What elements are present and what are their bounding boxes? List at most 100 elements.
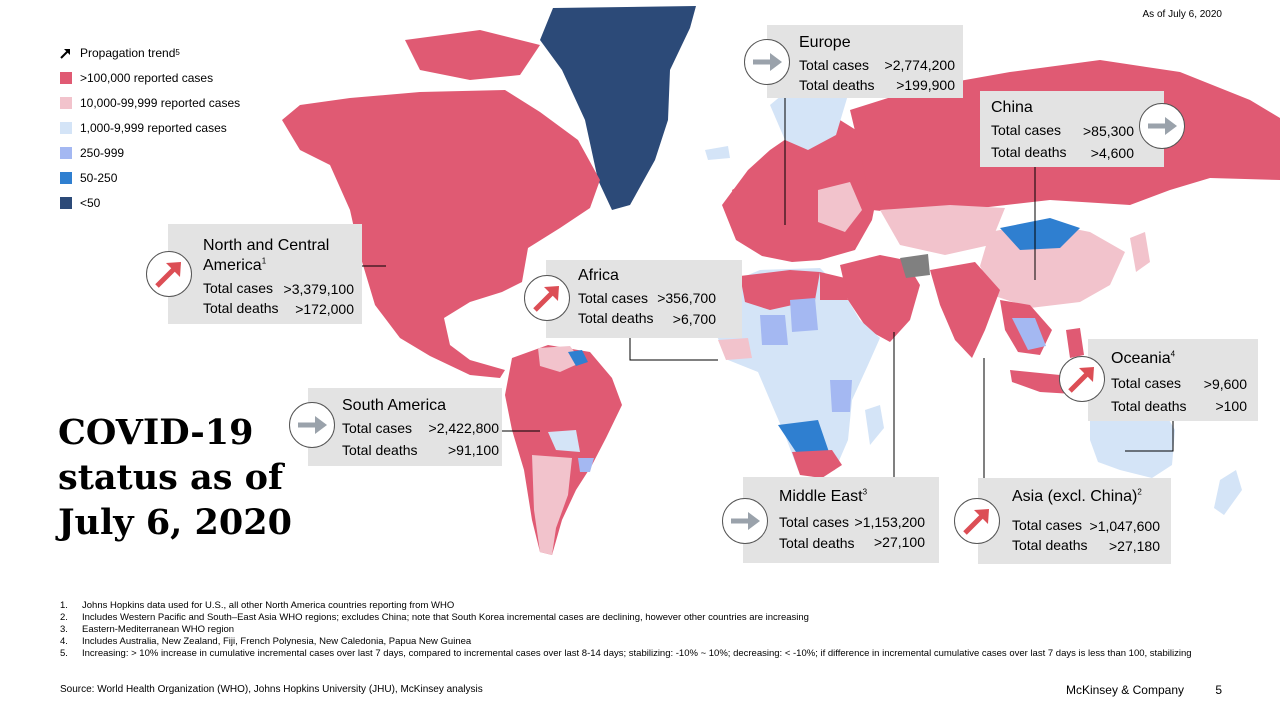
legend-item: 50-250 — [60, 165, 240, 190]
total-cases-value: >1,153,200 — [854, 514, 925, 530]
trend-indicator — [744, 39, 790, 85]
total-cases-label: Total cases — [342, 420, 413, 436]
region-name: China — [991, 99, 1033, 116]
region-box-north-america: North and Central America1 Total cases >… — [168, 224, 362, 324]
southern-africa-blue — [778, 420, 830, 458]
legend-swatch — [60, 171, 72, 184]
region-box-china: China Total cases >85,300 Total deaths >… — [980, 91, 1164, 167]
trend-arrow-icon — [753, 53, 782, 71]
region-name: Asia (excl. China)2 — [1012, 487, 1142, 507]
region-name-line: North and Central — [203, 237, 330, 254]
legend-item: 250-999 — [60, 140, 240, 165]
central-africa-2 — [760, 315, 788, 345]
footnote-number: 4. — [60, 636, 68, 647]
arctic-islands — [405, 30, 540, 80]
footnote: 3. Eastern-Mediterranean WHO region — [60, 624, 1220, 636]
legend-label: 10,000-99,999 reported cases — [80, 95, 241, 110]
page-title: COVID-19 status as of July 6, 2020 — [58, 410, 338, 545]
footnote: 1. Johns Hopkins data used for U.S., all … — [60, 600, 1220, 612]
trend-indicator — [524, 275, 570, 321]
trend-indicator — [289, 402, 335, 448]
total-cases-label: Total cases — [779, 514, 850, 530]
brand-name: McKinsey & Company — [1065, 683, 1184, 697]
africa — [712, 268, 880, 478]
title-line: July 6, 2020 — [58, 502, 292, 543]
as-of-date: As of July 6, 2020 — [1142, 9, 1223, 20]
total-cases-value: >2,422,800 — [428, 420, 499, 436]
total-deaths-value: >100 — [1215, 398, 1247, 414]
footnote-text: Includes Australia, New Zealand, Fiji, F… — [82, 636, 472, 647]
footnotes: 1. Johns Hopkins data used for U.S., all … — [60, 600, 1220, 660]
footnote: 5. Increasing: > 10% increase in cumulati… — [60, 648, 1220, 660]
eastern-europe — [818, 182, 862, 232]
total-deaths-label: Total deaths — [799, 77, 875, 93]
total-cases-label: Total cases — [578, 290, 649, 306]
central-africa-1 — [790, 298, 818, 332]
japan-korea — [1130, 232, 1150, 272]
legend-item: >100,000 reported cases — [60, 65, 240, 90]
region-name: Europe — [799, 34, 851, 51]
total-deaths-label: Total deaths — [779, 535, 855, 551]
footnote-number: 3. — [60, 624, 68, 635]
argentina — [532, 455, 572, 555]
region-box-south-america: South America Total cases >2,422,800 Tot… — [308, 388, 502, 466]
legend-trend-label: Propagation trend — [80, 45, 176, 60]
south-africa — [792, 450, 842, 478]
total-deaths-label: Total deaths — [1111, 398, 1187, 414]
philippines — [1066, 328, 1084, 358]
footnote-number: 1. — [60, 600, 68, 611]
footnote-ref: 4 — [1170, 349, 1176, 359]
region-name-text: Middle East — [779, 488, 863, 505]
total-deaths-label: Total deaths — [342, 442, 418, 458]
total-deaths-label: Total deaths — [578, 310, 654, 326]
legend-swatch — [60, 121, 72, 134]
legend-item: 10,000-99,999 reported cases — [60, 90, 240, 115]
footnote-number: 2. — [60, 612, 68, 623]
region-name-text: Oceania — [1111, 350, 1171, 367]
legend-label: 50-250 — [80, 170, 118, 185]
trend-indicator — [954, 498, 1000, 544]
page-number: 5 — [1215, 683, 1222, 697]
legend-item: 1,000-9,999 reported cases — [60, 115, 240, 140]
total-cases-value: >2,774,200 — [884, 57, 955, 73]
total-cases-value: >356,700 — [657, 290, 716, 306]
total-deaths-label: Total deaths — [203, 300, 279, 316]
west-africa — [718, 338, 752, 360]
region-name: Oceania4 — [1111, 349, 1175, 369]
trend-arrow-icon — [60, 48, 70, 59]
total-deaths-label: Total deaths — [991, 144, 1067, 160]
total-cases-value: >85,300 — [1083, 123, 1134, 139]
legend-swatch — [60, 71, 72, 84]
footnote-text: Eastern-Mediterranean WHO region — [82, 624, 235, 635]
trend-arrow-icon — [155, 262, 181, 288]
new-zealand — [1214, 470, 1242, 515]
region-box-middle-east: Middle East3 Total cases >1,153,200 Tota… — [743, 477, 939, 563]
mongolia — [1000, 218, 1080, 250]
total-cases-label: Total cases — [1012, 517, 1083, 533]
region-name: Africa — [578, 267, 619, 284]
legend-label: 250-999 — [80, 145, 125, 160]
legend-label: >100,000 reported cases — [80, 70, 214, 85]
total-cases-label: Total cases — [799, 57, 870, 73]
region-name-text: Asia (excl. China) — [1012, 488, 1138, 505]
iceland — [705, 146, 730, 160]
region-box-oceania: Oceania4 Total cases >9,600 Total deaths… — [1088, 339, 1258, 421]
australia — [1090, 405, 1175, 478]
footnote-ref: 3 — [862, 487, 868, 497]
total-cases-label: Total cases — [203, 280, 274, 296]
total-cases-value: >1,047,600 — [1089, 518, 1160, 534]
total-deaths-value: >172,000 — [295, 301, 354, 317]
region-name: South America — [342, 397, 447, 414]
legend-item: <50 — [60, 190, 240, 215]
trend-arrow-icon — [1068, 367, 1094, 393]
total-deaths-label: Total deaths — [1012, 537, 1088, 553]
total-cases-value: >9,600 — [1203, 376, 1247, 392]
total-deaths-value: >27,100 — [874, 534, 925, 550]
total-cases-label: Total cases — [1111, 375, 1182, 391]
trend-arrow-icon — [533, 286, 559, 312]
footnote: 2. Includes Western Pacific and South–Eas… — [60, 612, 1220, 624]
footnote-number: 5. — [60, 648, 68, 659]
footnote-text: Increasing: > 10% increase in cumulative… — [82, 648, 1192, 659]
footnote-text: Includes Western Pacific and South–East … — [82, 612, 809, 623]
total-deaths-value: >6,700 — [672, 311, 716, 327]
